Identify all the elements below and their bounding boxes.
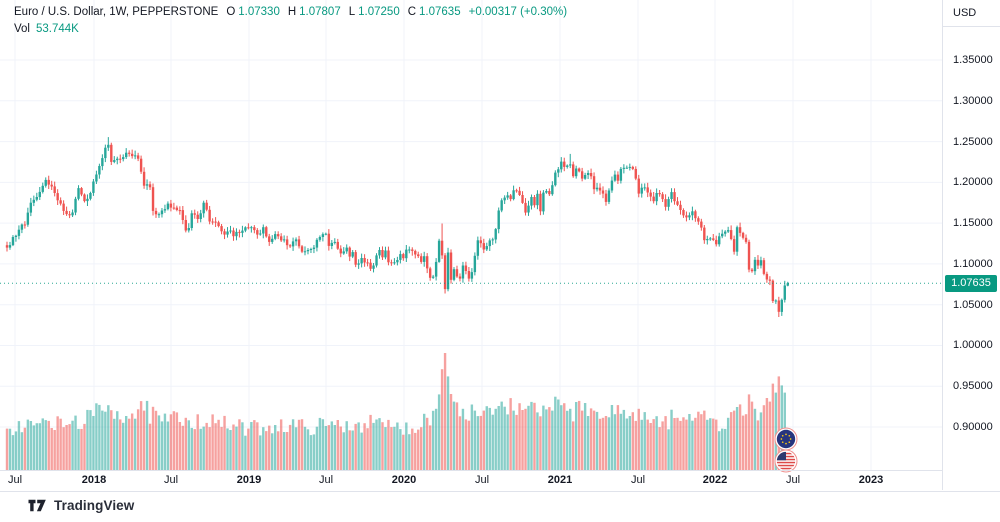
price-tick-label: 1.15000 <box>953 217 993 230</box>
legend-volume-row: Vol 53.744K <box>14 22 567 36</box>
tradingview-logo[interactable]: TradingView <box>28 498 134 513</box>
close-value: 1.07635 <box>419 6 461 18</box>
price-tick-label: 1.05000 <box>953 298 993 311</box>
volume-label: Vol <box>14 23 30 35</box>
high-value: 1.07807 <box>299 6 341 18</box>
usd-flag-icon <box>774 449 798 473</box>
price-tick-label: 1.10000 <box>953 257 993 270</box>
time-tick-label: 2022 <box>702 474 728 486</box>
legend-symbol-row: Euro / U.S. Dollar, 1W, PEPPERSTONE O 1.… <box>14 5 567 19</box>
time-tick-label: Jul <box>630 474 646 486</box>
axis-currency-label: USD <box>943 0 1000 27</box>
price-tick-label: 0.90000 <box>953 421 993 434</box>
time-axis[interactable]: Jul 2018 Jul 2019 Jul 2020 Jul 2021 Jul 2022 Jul 20… <box>0 470 1000 492</box>
time-tick-label: Jul <box>785 474 801 486</box>
symbol-flags <box>774 427 798 473</box>
chart-canvas[interactable] <box>0 0 942 470</box>
high-label: H <box>287 6 297 18</box>
eur-flag-icon <box>774 427 798 451</box>
open-label: O <box>226 6 236 18</box>
candlestick-series <box>5 137 789 317</box>
time-tick-label: Jul <box>163 474 179 486</box>
time-tick-label: 2021 <box>547 474 573 486</box>
price-tick-label: 1.30000 <box>953 94 993 107</box>
open-value: 1.07330 <box>238 6 280 18</box>
grid <box>0 0 942 470</box>
price-tick-label: 1.25000 <box>953 135 993 148</box>
price-tick-label: 1.20000 <box>953 176 993 189</box>
tradingview-logo-icon <box>28 499 46 511</box>
low-value: 1.07250 <box>358 6 400 18</box>
time-tick-label: Jul <box>318 474 334 486</box>
tradingview-logo-text: TradingView <box>54 498 135 513</box>
time-tick-label: 2020 <box>391 474 417 486</box>
symbol-title[interactable]: Euro / U.S. Dollar, 1W, PEPPERSTONE <box>14 6 219 18</box>
time-tick-label: Jul <box>474 474 490 486</box>
time-tick-label: 2018 <box>81 474 107 486</box>
change-value: +0.00317 (+0.30%) <box>468 6 568 18</box>
volume-value: 53.744K <box>36 23 79 35</box>
time-tick-label: 2023 <box>858 474 884 486</box>
low-label: L <box>348 6 356 18</box>
time-tick-label: 2019 <box>236 474 262 486</box>
price-tick-label: 1.00000 <box>953 339 993 352</box>
price-axis[interactable]: USD 1.07635 1.35000 1.30000 1.25000 1.20000… <box>942 0 1000 490</box>
footer: TradingView <box>0 491 1000 522</box>
time-tick-label: Jul <box>7 474 23 486</box>
volume-series <box>5 353 789 470</box>
chart-legend: Euro / U.S. Dollar, 1W, PEPPERSTONE O 1.… <box>14 5 567 36</box>
price-tick-label: 0.95000 <box>953 380 993 393</box>
last-price-badge: 1.07635 <box>945 274 997 292</box>
close-label: C <box>407 6 417 18</box>
price-tick-label: 1.35000 <box>953 54 993 67</box>
